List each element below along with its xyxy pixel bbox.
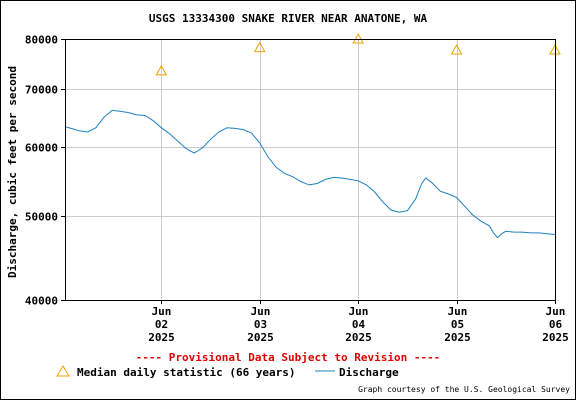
x-tick-label: Jun — [546, 305, 566, 318]
median-point — [155, 64, 168, 76]
x-tick-label: 2025 — [247, 331, 274, 344]
legend-median-label: Median daily statistic (66 years) — [77, 366, 296, 379]
provisional-notice: ---- Provisional Data Subject to Revisio… — [135, 351, 441, 364]
plot-border — [65, 39, 556, 301]
x-tick-label: 2025 — [542, 331, 569, 344]
discharge-line-icon — [315, 370, 335, 372]
y-tick-label: 60000 — [25, 142, 58, 155]
x-tick-label: 05 — [451, 318, 464, 331]
series-layer — [64, 32, 561, 239]
x-tick-label: Jun — [152, 305, 172, 318]
x-tick-label: 2025 — [148, 331, 175, 344]
chart-title: USGS 13334300 SNAKE RIVER NEAR ANATONE, … — [148, 12, 428, 25]
axis-layer: 4000050000600007000080000Jun022025Jun032… — [25, 34, 569, 345]
y-tick-label: 70000 — [25, 84, 58, 97]
x-tick-label: Jun — [251, 305, 271, 318]
y-tick-label: 50000 — [25, 211, 58, 224]
x-tick-label: 2025 — [345, 331, 372, 344]
legend-discharge-label: Discharge — [339, 366, 399, 379]
y-tick-label: 40000 — [25, 295, 58, 308]
graph-credit: Graph courtesy of the U.S. Geological Su… — [358, 385, 570, 394]
x-tick-label: Jun — [448, 305, 468, 318]
grid-layer — [65, 39, 556, 301]
median-point — [450, 43, 463, 55]
median-point — [352, 32, 365, 44]
x-tick-label: 06 — [549, 318, 563, 331]
y-tick-label: 80000 — [25, 34, 58, 47]
median-point — [253, 41, 266, 53]
x-tick-label: 2025 — [444, 331, 471, 344]
x-tick-label: 04 — [352, 318, 366, 331]
y-axis-label: Discharge, cubic feet per second — [6, 66, 19, 278]
x-tick-label: Jun — [349, 305, 369, 318]
median-triangle-icon — [56, 365, 70, 377]
x-tick-label: 02 — [155, 318, 168, 331]
x-tick-label: 03 — [254, 318, 267, 331]
discharge-series-line — [64, 109, 556, 239]
